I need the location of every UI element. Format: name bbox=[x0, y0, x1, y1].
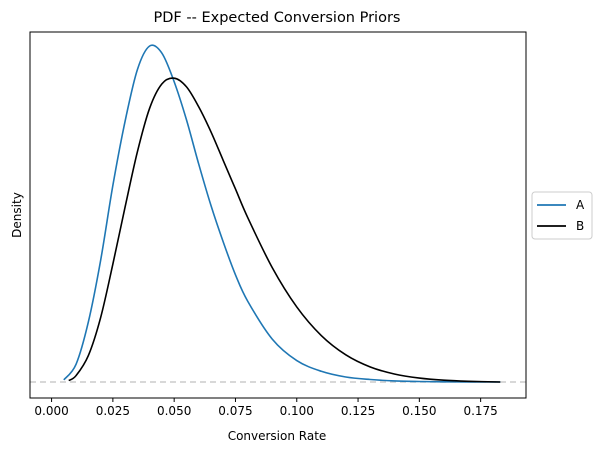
y-axis-label: Density bbox=[10, 192, 24, 238]
series-line-a bbox=[63, 44, 501, 383]
legend-box bbox=[531, 191, 593, 240]
x-axis-label: Conversion Rate bbox=[228, 429, 327, 443]
plot-frame bbox=[29, 31, 527, 399]
x-tick-label: 0.100 bbox=[280, 404, 314, 418]
x-tick-label: 0.075 bbox=[218, 404, 252, 418]
legend-label-b: B bbox=[576, 219, 584, 233]
legend-label-a: A bbox=[576, 198, 585, 212]
legend: AB bbox=[531, 191, 593, 240]
x-tick-label: 0.125 bbox=[341, 404, 375, 418]
series-line-b bbox=[68, 77, 501, 383]
x-tick-label: 0.000 bbox=[34, 404, 68, 418]
x-tick-label: 0.050 bbox=[157, 404, 191, 418]
x-axis: 0.000 0.025 0.050 0.075 0.100 0.125 0.150 0.175 bbox=[34, 398, 498, 418]
chart-title: PDF -- Expected Conversion Priors bbox=[154, 10, 401, 26]
x-tick-label: 0.150 bbox=[402, 404, 436, 418]
x-tick-label: 0.175 bbox=[463, 404, 497, 418]
x-tick-label: 0.025 bbox=[96, 404, 130, 418]
plot-area bbox=[30, 44, 526, 383]
